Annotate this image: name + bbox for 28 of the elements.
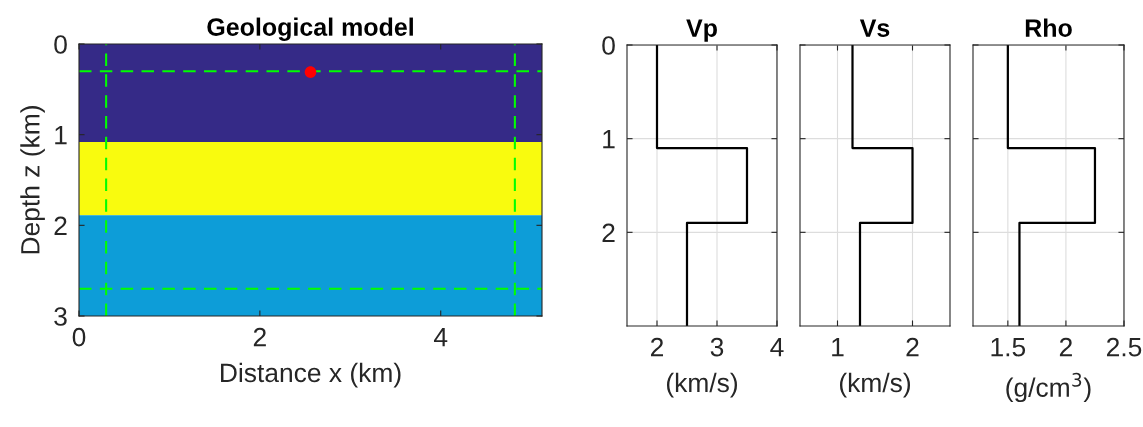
chart-title: Vs — [859, 19, 890, 37]
chart-title: Rho — [1025, 18, 1072, 37]
x-tick-label: 2 — [1059, 337, 1072, 357]
y-tick-label: 2 — [602, 223, 615, 242]
x-tick-label: 2 — [253, 327, 266, 347]
x-tick-label: 0 — [72, 327, 86, 347]
y-axis-title: Depth z (km) — [20, 106, 45, 254]
x-tick-label: 1.5 — [991, 338, 1026, 357]
x-tick-label: 3 — [710, 337, 724, 357]
x-axis-title: Distance x (km) — [221, 362, 401, 388]
chart-title: Geological model — [207, 17, 413, 41]
chart-title: Vp — [686, 19, 717, 42]
y-tick-label: 0 — [54, 35, 67, 54]
x-axis-title: (km/s) — [840, 372, 910, 398]
x-axis-title: (g/cm$^{3}$) — [1006, 372, 1091, 403]
x-tick-label: 2 — [650, 337, 664, 357]
x-tick-label: 2.5 — [1106, 337, 1142, 357]
x-tick-label: 4 — [433, 328, 448, 347]
y-tick-label: 1 — [603, 130, 615, 149]
x-tick-label: 1 — [832, 338, 844, 357]
y-tick-label: 3 — [54, 307, 67, 326]
y-tick-label: 2 — [54, 216, 67, 235]
x-axis-title: (km/s) — [667, 372, 737, 398]
y-tick-label: 1 — [55, 126, 67, 145]
line-series — [655, 45, 749, 326]
y-tick-label: 0 — [602, 36, 615, 55]
x-tick-label: 2 — [906, 337, 919, 357]
x-tick-label: 4 — [770, 338, 784, 357]
